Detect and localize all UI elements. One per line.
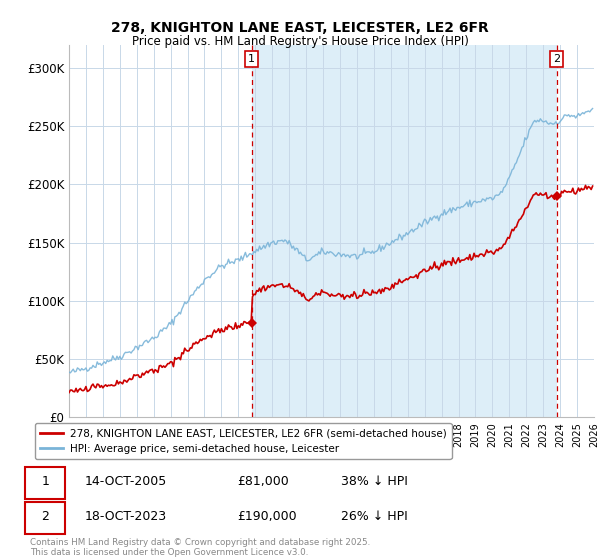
- Legend: 278, KNIGHTON LANE EAST, LEICESTER, LE2 6FR (semi-detached house), HPI: Average : 278, KNIGHTON LANE EAST, LEICESTER, LE2 …: [35, 423, 452, 459]
- Text: 14-OCT-2005: 14-OCT-2005: [85, 475, 167, 488]
- Text: Price paid vs. HM Land Registry's House Price Index (HPI): Price paid vs. HM Land Registry's House …: [131, 35, 469, 48]
- FancyBboxPatch shape: [25, 467, 65, 498]
- Text: 18-OCT-2023: 18-OCT-2023: [85, 510, 167, 523]
- Text: 278, KNIGHTON LANE EAST, LEICESTER, LE2 6FR: 278, KNIGHTON LANE EAST, LEICESTER, LE2 …: [111, 21, 489, 35]
- Text: £81,000: £81,000: [238, 475, 289, 488]
- Text: 38% ↓ HPI: 38% ↓ HPI: [341, 475, 408, 488]
- Text: 2: 2: [41, 510, 49, 523]
- Bar: [252, 45, 557, 417]
- Text: Contains HM Land Registry data © Crown copyright and database right 2025.
This d: Contains HM Land Registry data © Crown c…: [30, 538, 370, 557]
- FancyBboxPatch shape: [25, 502, 65, 534]
- Text: 1: 1: [41, 475, 49, 488]
- Text: 26% ↓ HPI: 26% ↓ HPI: [341, 510, 408, 523]
- Text: 2: 2: [553, 54, 560, 64]
- Text: £190,000: £190,000: [238, 510, 297, 523]
- Text: 1: 1: [248, 54, 255, 64]
